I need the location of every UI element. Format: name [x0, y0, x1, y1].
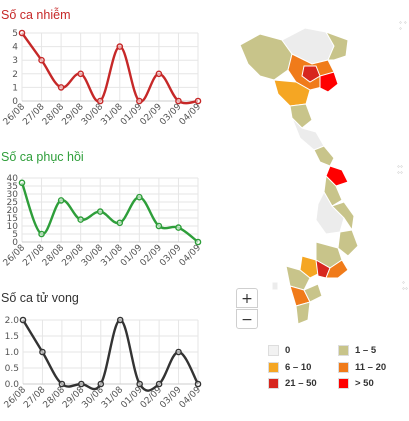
deaths-chart-title: Số ca tử vong — [1, 291, 79, 305]
data-point[interactable] — [77, 216, 84, 223]
y-tick-label: 0.0 — [5, 380, 20, 390]
data-point[interactable] — [19, 316, 27, 324]
data-point[interactable] — [18, 179, 26, 187]
vietnam-choropleth-map[interactable] — [230, 20, 400, 330]
data-point[interactable] — [57, 197, 65, 204]
legend-item-1: 1 – 5 — [338, 345, 376, 357]
y-tick-label: 4 — [12, 43, 18, 53]
y-tick-label: 30 — [7, 190, 19, 200]
data-point[interactable] — [116, 316, 124, 324]
map-region-central-coast[interactable] — [331, 201, 355, 232]
legend-swatch — [338, 378, 349, 389]
data-point[interactable] — [194, 238, 202, 246]
y-tick-label: 5 — [12, 230, 18, 240]
y-tick-label: 25 — [7, 198, 18, 208]
data-point[interactable] — [136, 97, 143, 105]
y-tick-label: 35 — [7, 182, 18, 192]
infections-chart-title: Số ca nhiễm — [1, 8, 71, 22]
map-region-south-central-coast[interactable] — [337, 229, 359, 257]
legend-label: 6 – 10 — [285, 362, 312, 373]
data-point[interactable] — [116, 219, 124, 227]
y-tick-label: 1 — [12, 83, 18, 93]
legend-item-5: > 50 — [338, 378, 374, 390]
data-point[interactable] — [57, 84, 65, 91]
legend-item-2: 6 – 10 — [268, 362, 311, 374]
data-point[interactable] — [175, 97, 182, 105]
map-region-north-east[interactable] — [324, 31, 349, 61]
map-region-coast-north[interactable] — [319, 71, 339, 93]
map-region-islands[interactable] — [271, 281, 279, 291]
data-point[interactable] — [58, 380, 66, 388]
y-tick-label: 1.0 — [5, 348, 20, 358]
map-region-mekong-3[interactable] — [303, 283, 323, 303]
y-tick-label: 3 — [12, 56, 18, 66]
legend-item-3: 11 – 20 — [338, 362, 386, 374]
y-tick-label: 5 — [12, 29, 18, 39]
legend-item-4: 21 – 50 — [268, 378, 317, 390]
data-point[interactable] — [194, 380, 202, 388]
data-point[interactable] — [38, 56, 45, 64]
paracel-islands-marks: ° ° ° — [399, 21, 407, 34]
spratly-islands-marks-2: ° °° — [402, 281, 408, 294]
data-point[interactable] — [38, 230, 45, 238]
legend-item-0: 0 — [268, 345, 290, 357]
series-line — [20, 182, 199, 243]
recovered-chart-title: Số ca phục hồi — [1, 150, 84, 164]
y-tick-label: 0 — [12, 238, 18, 248]
map-region-hanoi[interactable] — [301, 65, 321, 83]
legend-swatch — [268, 345, 279, 356]
x-tick-label: 04/09 — [178, 243, 204, 269]
zoom-out-button[interactable]: − — [236, 309, 258, 329]
data-point[interactable] — [96, 97, 104, 105]
map-region-central-1[interactable] — [313, 145, 335, 167]
legend-swatch — [268, 378, 279, 389]
data-point[interactable] — [78, 380, 85, 388]
legend-swatch — [338, 345, 349, 356]
x-tick-label: 04/09 — [178, 385, 204, 411]
map-region-mekong-1[interactable] — [285, 265, 311, 291]
legend-label: > 50 — [355, 378, 374, 389]
map-region-south-2[interactable] — [325, 259, 349, 279]
data-point[interactable] — [39, 348, 46, 356]
y-tick-label: 2 — [12, 70, 18, 80]
map-region-mekong-4[interactable] — [295, 301, 311, 325]
series-line — [21, 318, 200, 392]
zoom-in-button[interactable]: + — [236, 288, 258, 308]
series-line — [21, 32, 199, 105]
y-tick-label: 1.5 — [5, 332, 19, 342]
data-point[interactable] — [175, 348, 182, 356]
y-tick-label: 40 — [7, 174, 19, 184]
legend-label: 0 — [285, 345, 291, 356]
legend-swatch — [338, 362, 349, 373]
legend-label: 11 – 20 — [355, 362, 387, 373]
data-point[interactable] — [155, 70, 163, 78]
data-point[interactable] — [155, 380, 163, 388]
y-tick-label: 2.0 — [5, 316, 20, 326]
data-point[interactable] — [136, 193, 143, 201]
data-point[interactable] — [155, 222, 163, 230]
x-tick-label: 04/09 — [178, 102, 204, 128]
y-tick-label: 10 — [7, 222, 19, 232]
data-point[interactable] — [136, 380, 143, 388]
legend-label: 21 – 50 — [285, 378, 317, 389]
data-point[interactable] — [77, 70, 84, 78]
data-point[interactable] — [18, 29, 26, 37]
data-point[interactable] — [116, 43, 124, 50]
y-tick-label: 0.5 — [5, 364, 19, 374]
y-tick-label: 20 — [7, 206, 19, 216]
deaths-chart: 0.00.51.01.52.026/0827/0828/0829/0830/08… — [3, 316, 204, 411]
map-region-central-2[interactable] — [323, 174, 343, 207]
legend-swatch — [268, 362, 279, 373]
recovered-chart: 051015202530354026/0827/0828/0829/0830/0… — [2, 174, 204, 269]
legend-label: 1 – 5 — [355, 345, 377, 356]
map-region-north-central-2[interactable] — [289, 103, 313, 129]
spratly-islands-marks-1: °° °° — [397, 165, 403, 178]
y-tick-label: 0 — [12, 97, 18, 107]
data-point[interactable] — [96, 208, 104, 215]
data-point[interactable] — [194, 97, 202, 105]
y-tick-label: 15 — [7, 214, 18, 224]
infections-chart: 01234526/0827/0828/0829/0830/0831/0801/0… — [2, 29, 204, 128]
data-point[interactable] — [97, 380, 105, 388]
data-point[interactable] — [175, 224, 182, 231]
